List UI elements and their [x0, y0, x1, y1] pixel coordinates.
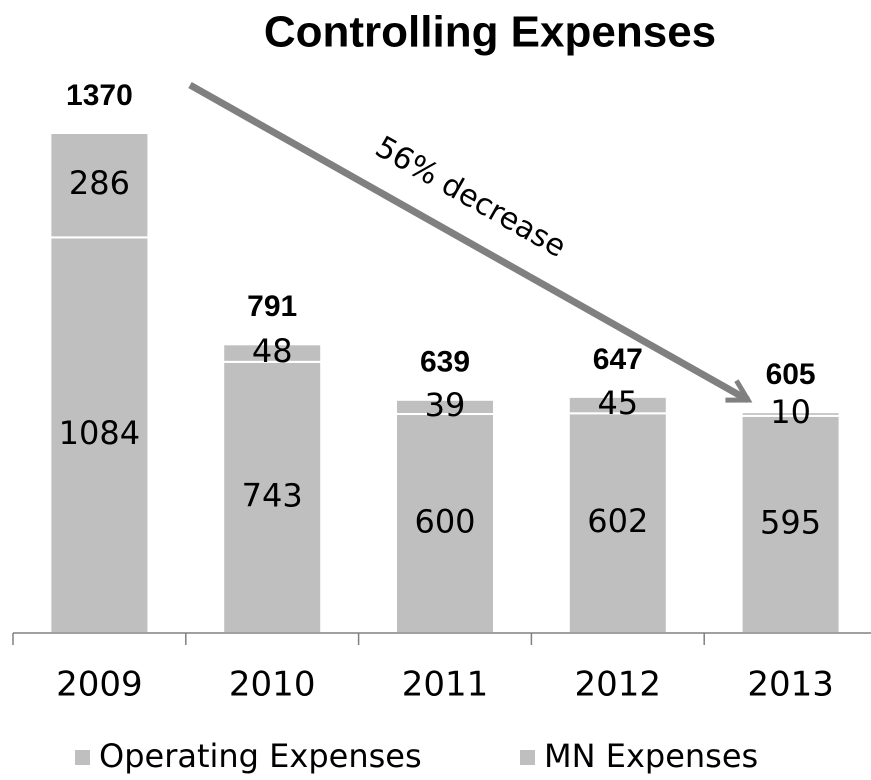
- x-tick-label: 2011: [402, 665, 489, 705]
- segment-label: 1084: [59, 414, 140, 452]
- segment-label: 602: [587, 502, 648, 540]
- legend-label: MN Expenses: [544, 737, 758, 775]
- trend-arrow: [188, 81, 753, 404]
- segment-label: 595: [760, 503, 821, 541]
- bar-segment: [395, 398, 495, 416]
- chart-title: Controlling Expenses: [264, 8, 716, 57]
- x-tick-label: 2013: [747, 665, 834, 705]
- bar-segment: [222, 343, 323, 363]
- x-tick-label: 2009: [56, 665, 143, 705]
- bar-segment: [567, 395, 668, 415]
- bar-segment: [49, 132, 150, 239]
- total-label: 647: [593, 343, 643, 376]
- bar-segment: [740, 411, 841, 417]
- segment-label: 39: [425, 386, 466, 424]
- x-tick-label: 2010: [229, 665, 316, 705]
- legend-label: Operating Expenses: [99, 737, 422, 775]
- total-label: 639: [420, 346, 470, 379]
- total-label: 791: [247, 290, 297, 323]
- segment-label: 286: [69, 164, 130, 202]
- bar-segment: [222, 360, 323, 634]
- bar-segment: [395, 413, 495, 635]
- segment-label: 743: [242, 476, 303, 514]
- segment-label: 48: [252, 332, 293, 370]
- segment-label: 600: [414, 503, 475, 541]
- bar-segment: [49, 236, 150, 635]
- legend-swatch: [520, 750, 535, 765]
- segment-label: 45: [597, 384, 638, 422]
- total-label: 1370: [66, 79, 133, 112]
- x-tick-label: 2012: [575, 665, 662, 705]
- bar-segment: [567, 412, 668, 634]
- total-label: 605: [766, 358, 816, 391]
- legend-swatch: [75, 750, 90, 765]
- segment-label: 10: [770, 393, 811, 431]
